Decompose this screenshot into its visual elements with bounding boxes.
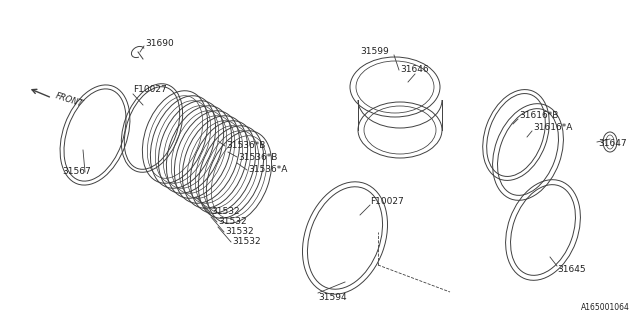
Text: 31616*A: 31616*A xyxy=(533,124,572,132)
Text: 31645: 31645 xyxy=(557,266,586,275)
Text: FRONT: FRONT xyxy=(54,91,84,109)
Text: 31647: 31647 xyxy=(598,140,627,148)
Text: 31567: 31567 xyxy=(62,167,91,177)
Text: 31532: 31532 xyxy=(211,207,239,217)
Text: 31536*B: 31536*B xyxy=(238,153,277,162)
Text: A165001064: A165001064 xyxy=(581,303,630,312)
Text: F10027: F10027 xyxy=(133,85,167,94)
Text: 31646: 31646 xyxy=(401,66,429,75)
Text: 31532: 31532 xyxy=(218,218,246,227)
Text: 31532: 31532 xyxy=(225,228,253,236)
Text: 31536*A: 31536*A xyxy=(248,165,287,174)
Text: 31532: 31532 xyxy=(232,237,260,246)
Text: 31594: 31594 xyxy=(318,292,347,301)
Text: 31599: 31599 xyxy=(360,47,389,57)
Text: 31616*B: 31616*B xyxy=(519,111,558,121)
Text: 31690: 31690 xyxy=(145,38,173,47)
Text: 31536*B: 31536*B xyxy=(226,141,266,150)
Text: F10027: F10027 xyxy=(370,197,404,206)
